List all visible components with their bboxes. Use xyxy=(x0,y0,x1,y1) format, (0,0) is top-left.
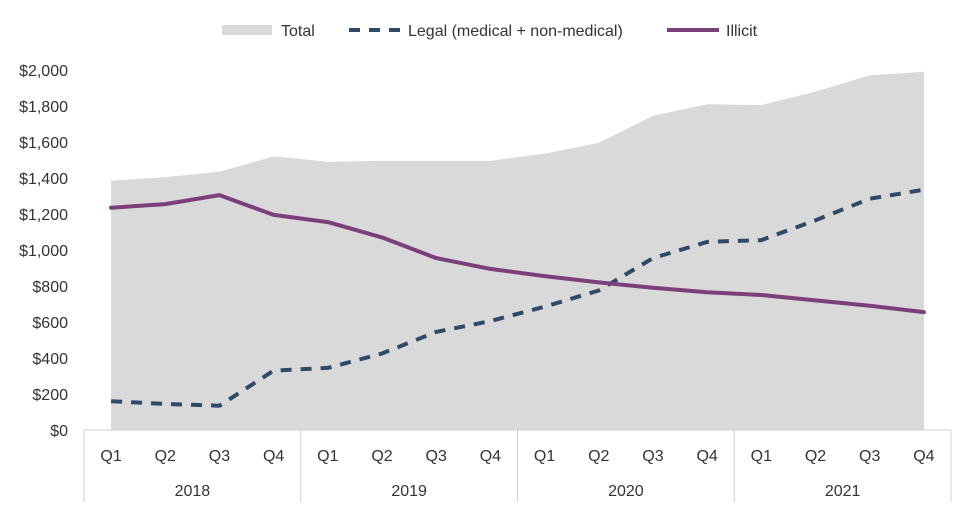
x-tick-label-year: 2020 xyxy=(608,483,644,500)
y-tick-label: $400 xyxy=(32,351,68,368)
legal-line xyxy=(110,187,925,408)
y-tick-label: $200 xyxy=(32,387,68,404)
y-tick-label: $1,200 xyxy=(19,207,68,224)
y-tick-label: $0 xyxy=(50,423,68,440)
y-tick-label: $2,000 xyxy=(19,63,68,80)
x-tick-label-year: 2018 xyxy=(175,483,211,500)
legend-label: Illicit xyxy=(726,23,758,40)
x-tick-label-quarter: Q2 xyxy=(371,448,392,465)
legend-illicit: Illicit xyxy=(667,23,758,40)
x-tick-label-quarter: Q1 xyxy=(534,448,555,465)
x-axis: Q1 Q2 Q3 Q4 Q1 Q2 Q3 Q4 Q1 Q2 Q3 Q4 Q1 Q2 Q3 Q4 2018 2019… xyxy=(83,429,952,502)
line-series xyxy=(109,187,926,408)
x-tick-label-year: 2021 xyxy=(825,483,861,500)
y-tick-label: $1,400 xyxy=(19,171,68,188)
legend: Total Legal (medical + non-medical) Illici… xyxy=(222,23,758,40)
y-tick-label: $800 xyxy=(32,279,68,296)
x-tick-label-year: 2019 xyxy=(391,483,427,500)
y-tick-label: $1,600 xyxy=(19,135,68,152)
illicit-line xyxy=(109,193,926,315)
y-tick-label: $600 xyxy=(32,315,68,332)
legend-label: Legal (medical + non-medical) xyxy=(408,23,623,40)
x-tick-label-quarter: Q3 xyxy=(859,448,880,465)
x-tick-label-quarter: Q4 xyxy=(263,448,284,465)
x-tick-label-quarter: Q1 xyxy=(317,448,338,465)
legend-label: Total xyxy=(281,23,315,40)
legend-total: Total xyxy=(222,23,315,40)
x-tick-label-quarter: Q2 xyxy=(155,448,176,465)
x-tick-label-quarter: Q3 xyxy=(209,448,230,465)
x-tick-label-quarter: Q1 xyxy=(100,448,121,465)
legend-legal: Legal (medical + non-medical) xyxy=(349,23,623,40)
y-axis: $0 $200 $400 $600 $800 $1,000 $1,200 $1,400 $1,6… xyxy=(19,63,68,440)
y-tick-label: $1,800 xyxy=(19,99,68,116)
x-tick-label-quarter: Q3 xyxy=(426,448,447,465)
x-tick-label-quarter: Q4 xyxy=(696,448,717,465)
legend-swatch-total xyxy=(222,25,272,35)
total-area-series xyxy=(111,71,924,431)
x-tick-label-quarter: Q2 xyxy=(588,448,609,465)
x-tick-label-quarter: Q1 xyxy=(751,448,772,465)
x-tick-label-quarter: Q4 xyxy=(480,448,501,465)
y-tick-label: $1,000 xyxy=(19,243,68,260)
x-tick-label-quarter: Q2 xyxy=(805,448,826,465)
x-tick-label-quarter: Q4 xyxy=(913,448,934,465)
total-area xyxy=(111,71,924,431)
x-tick-label-quarter: Q3 xyxy=(642,448,663,465)
